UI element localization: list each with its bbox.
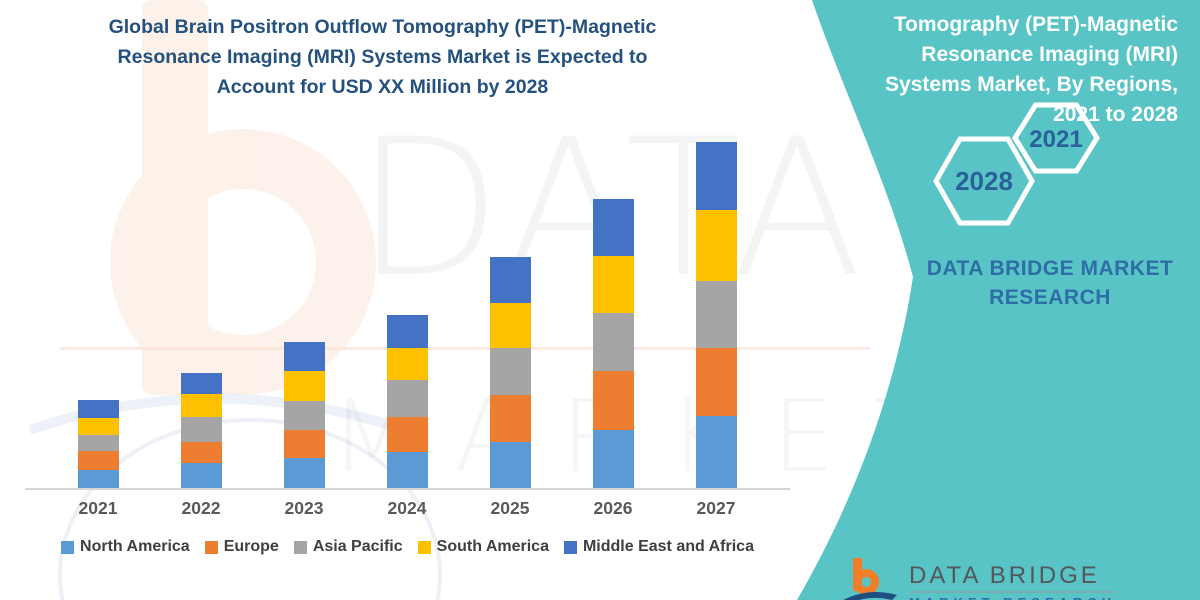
brand-text-line-2: RESEARCH <box>989 286 1111 309</box>
segment-2024-north-america <box>386 452 428 488</box>
bar-2027 <box>695 142 737 488</box>
segment-2023-asia-pacific <box>283 401 325 430</box>
segment-2023-north-america <box>283 458 325 488</box>
segment-2021-asia-pacific <box>77 435 119 451</box>
hexagon-2028-label: 2028 <box>955 166 1013 196</box>
legend-swatch <box>563 540 577 554</box>
segment-2022-middle-east-and-africa <box>180 373 222 394</box>
segment-2025-asia-pacific <box>489 348 531 395</box>
bar-2023 <box>283 342 325 488</box>
segment-2026-asia-pacific <box>592 313 634 371</box>
watermark-circle <box>58 418 442 600</box>
legend-label: North America <box>80 538 190 555</box>
segment-2023-europe <box>283 430 325 458</box>
segment-2025-middle-east-and-africa <box>489 257 531 303</box>
bar-2021 <box>77 400 119 488</box>
segment-2021-middle-east-and-africa <box>77 400 119 418</box>
legend-label: South America <box>436 538 549 555</box>
x-label-2027: 2027 <box>696 498 736 518</box>
logo-b-watermark <box>110 0 376 395</box>
segment-2026-south-america <box>592 256 634 313</box>
segment-2026-middle-east-and-africa <box>592 199 634 256</box>
legend-item-south-america: South America <box>417 538 549 556</box>
segment-2026-europe <box>592 371 634 430</box>
x-label-2022: 2022 <box>181 498 221 518</box>
title-line-2: Resonance Imaging (MRI) Systems Market i… <box>117 46 648 68</box>
segment-2024-asia-pacific <box>386 380 428 417</box>
legend-item-north-america: North America <box>61 538 190 556</box>
x-label-2021: 2021 <box>78 498 118 518</box>
x-label-2024: 2024 <box>387 498 427 518</box>
right-heading-line-3: Systems Market, By Regions, <box>885 73 1178 96</box>
brand-text-line-1: DATA BRIDGE MARKET <box>926 257 1174 280</box>
bar-2022 <box>180 373 222 488</box>
legend-swatch <box>417 540 431 554</box>
segment-2027-europe <box>695 348 737 416</box>
segment-2026-north-america <box>592 430 634 488</box>
segment-2025-north-america <box>489 442 531 488</box>
segment-2027-asia-pacific <box>695 281 737 348</box>
hexagon-2021-label: 2021 <box>1029 126 1082 153</box>
segment-2027-south-america <box>695 210 737 281</box>
x-label-2025: 2025 <box>490 498 530 518</box>
page-title: Global Brain Positron Outflow Tomography… <box>55 12 710 102</box>
right-heading-line-1: Tomography (PET)-Magnetic <box>893 13 1178 36</box>
logo-divider <box>909 591 1117 593</box>
bar-2025 <box>489 257 531 488</box>
segment-2022-south-america <box>180 394 222 417</box>
legend-label: Europe <box>223 538 279 555</box>
legend-swatch <box>293 540 307 554</box>
bar-2026 <box>592 199 634 488</box>
segment-2022-asia-pacific <box>180 417 222 442</box>
x-label-2023: 2023 <box>284 498 324 518</box>
segment-2023-south-america <box>283 371 325 401</box>
logo-name-text: DATA BRIDGE <box>909 562 1100 589</box>
segment-2027-middle-east-and-africa <box>695 142 737 210</box>
segment-2027-north-america <box>695 416 737 488</box>
chart-legend: North America Europe Asia Pacific South Ame… <box>25 538 790 556</box>
data-bridge-logo: DATA BRIDGE MARKET RESEARCH <box>843 556 1117 600</box>
year-hexagons: 2028 2021 <box>933 102 1100 226</box>
segment-2024-south-america <box>386 348 428 380</box>
right-heading-line-2: Resonance Imaging (MRI) <box>921 43 1178 66</box>
x-axis-labels: 2021 2022 2023 2024 2025 2026 2027 <box>25 498 790 524</box>
legend-item-europe: Europe <box>204 538 279 556</box>
legend-swatch <box>204 540 218 554</box>
segment-2022-north-america <box>180 463 222 488</box>
data-bridge-logo-icon <box>843 558 897 600</box>
segment-2023-middle-east-and-africa <box>283 342 325 371</box>
segment-2021-north-america <box>77 470 119 488</box>
legend-label: Asia Pacific <box>312 538 403 555</box>
legend-item-asia-pacific: Asia Pacific <box>293 538 403 556</box>
legend-label: Middle East and Africa <box>582 538 754 555</box>
title-line-1: Global Brain Positron Outflow Tomography… <box>108 16 657 38</box>
segment-2024-middle-east-and-africa <box>386 315 428 348</box>
segment-2025-europe <box>489 395 531 442</box>
bar-2024 <box>386 315 428 488</box>
segment-2025-south-america <box>489 303 531 348</box>
x-label-2026: 2026 <box>593 498 633 518</box>
pink-divider-line <box>60 347 870 350</box>
segment-2021-europe <box>77 451 119 470</box>
hexagon-2021 <box>1012 102 1100 174</box>
legend-swatch <box>61 540 75 554</box>
segment-2022-europe <box>180 442 222 463</box>
right-panel-heading: Tomography (PET)-Magnetic Resonance Imag… <box>820 10 1178 130</box>
title-line-3: Account for USD XX Million by 2028 <box>216 76 549 98</box>
stacked-bar-chart <box>25 130 790 490</box>
segment-2024-europe <box>386 417 428 452</box>
logo-subtitle-text: MARKET RESEARCH <box>909 595 1116 600</box>
segment-2021-south-america <box>77 418 119 435</box>
teal-panel-shape <box>797 0 1200 600</box>
legend-item-middle-east-and-africa: Middle East and Africa <box>563 538 754 556</box>
hexagon-2028 <box>933 136 1035 226</box>
brand-text: DATA BRIDGE MARKET RESEARCH <box>880 254 1200 312</box>
